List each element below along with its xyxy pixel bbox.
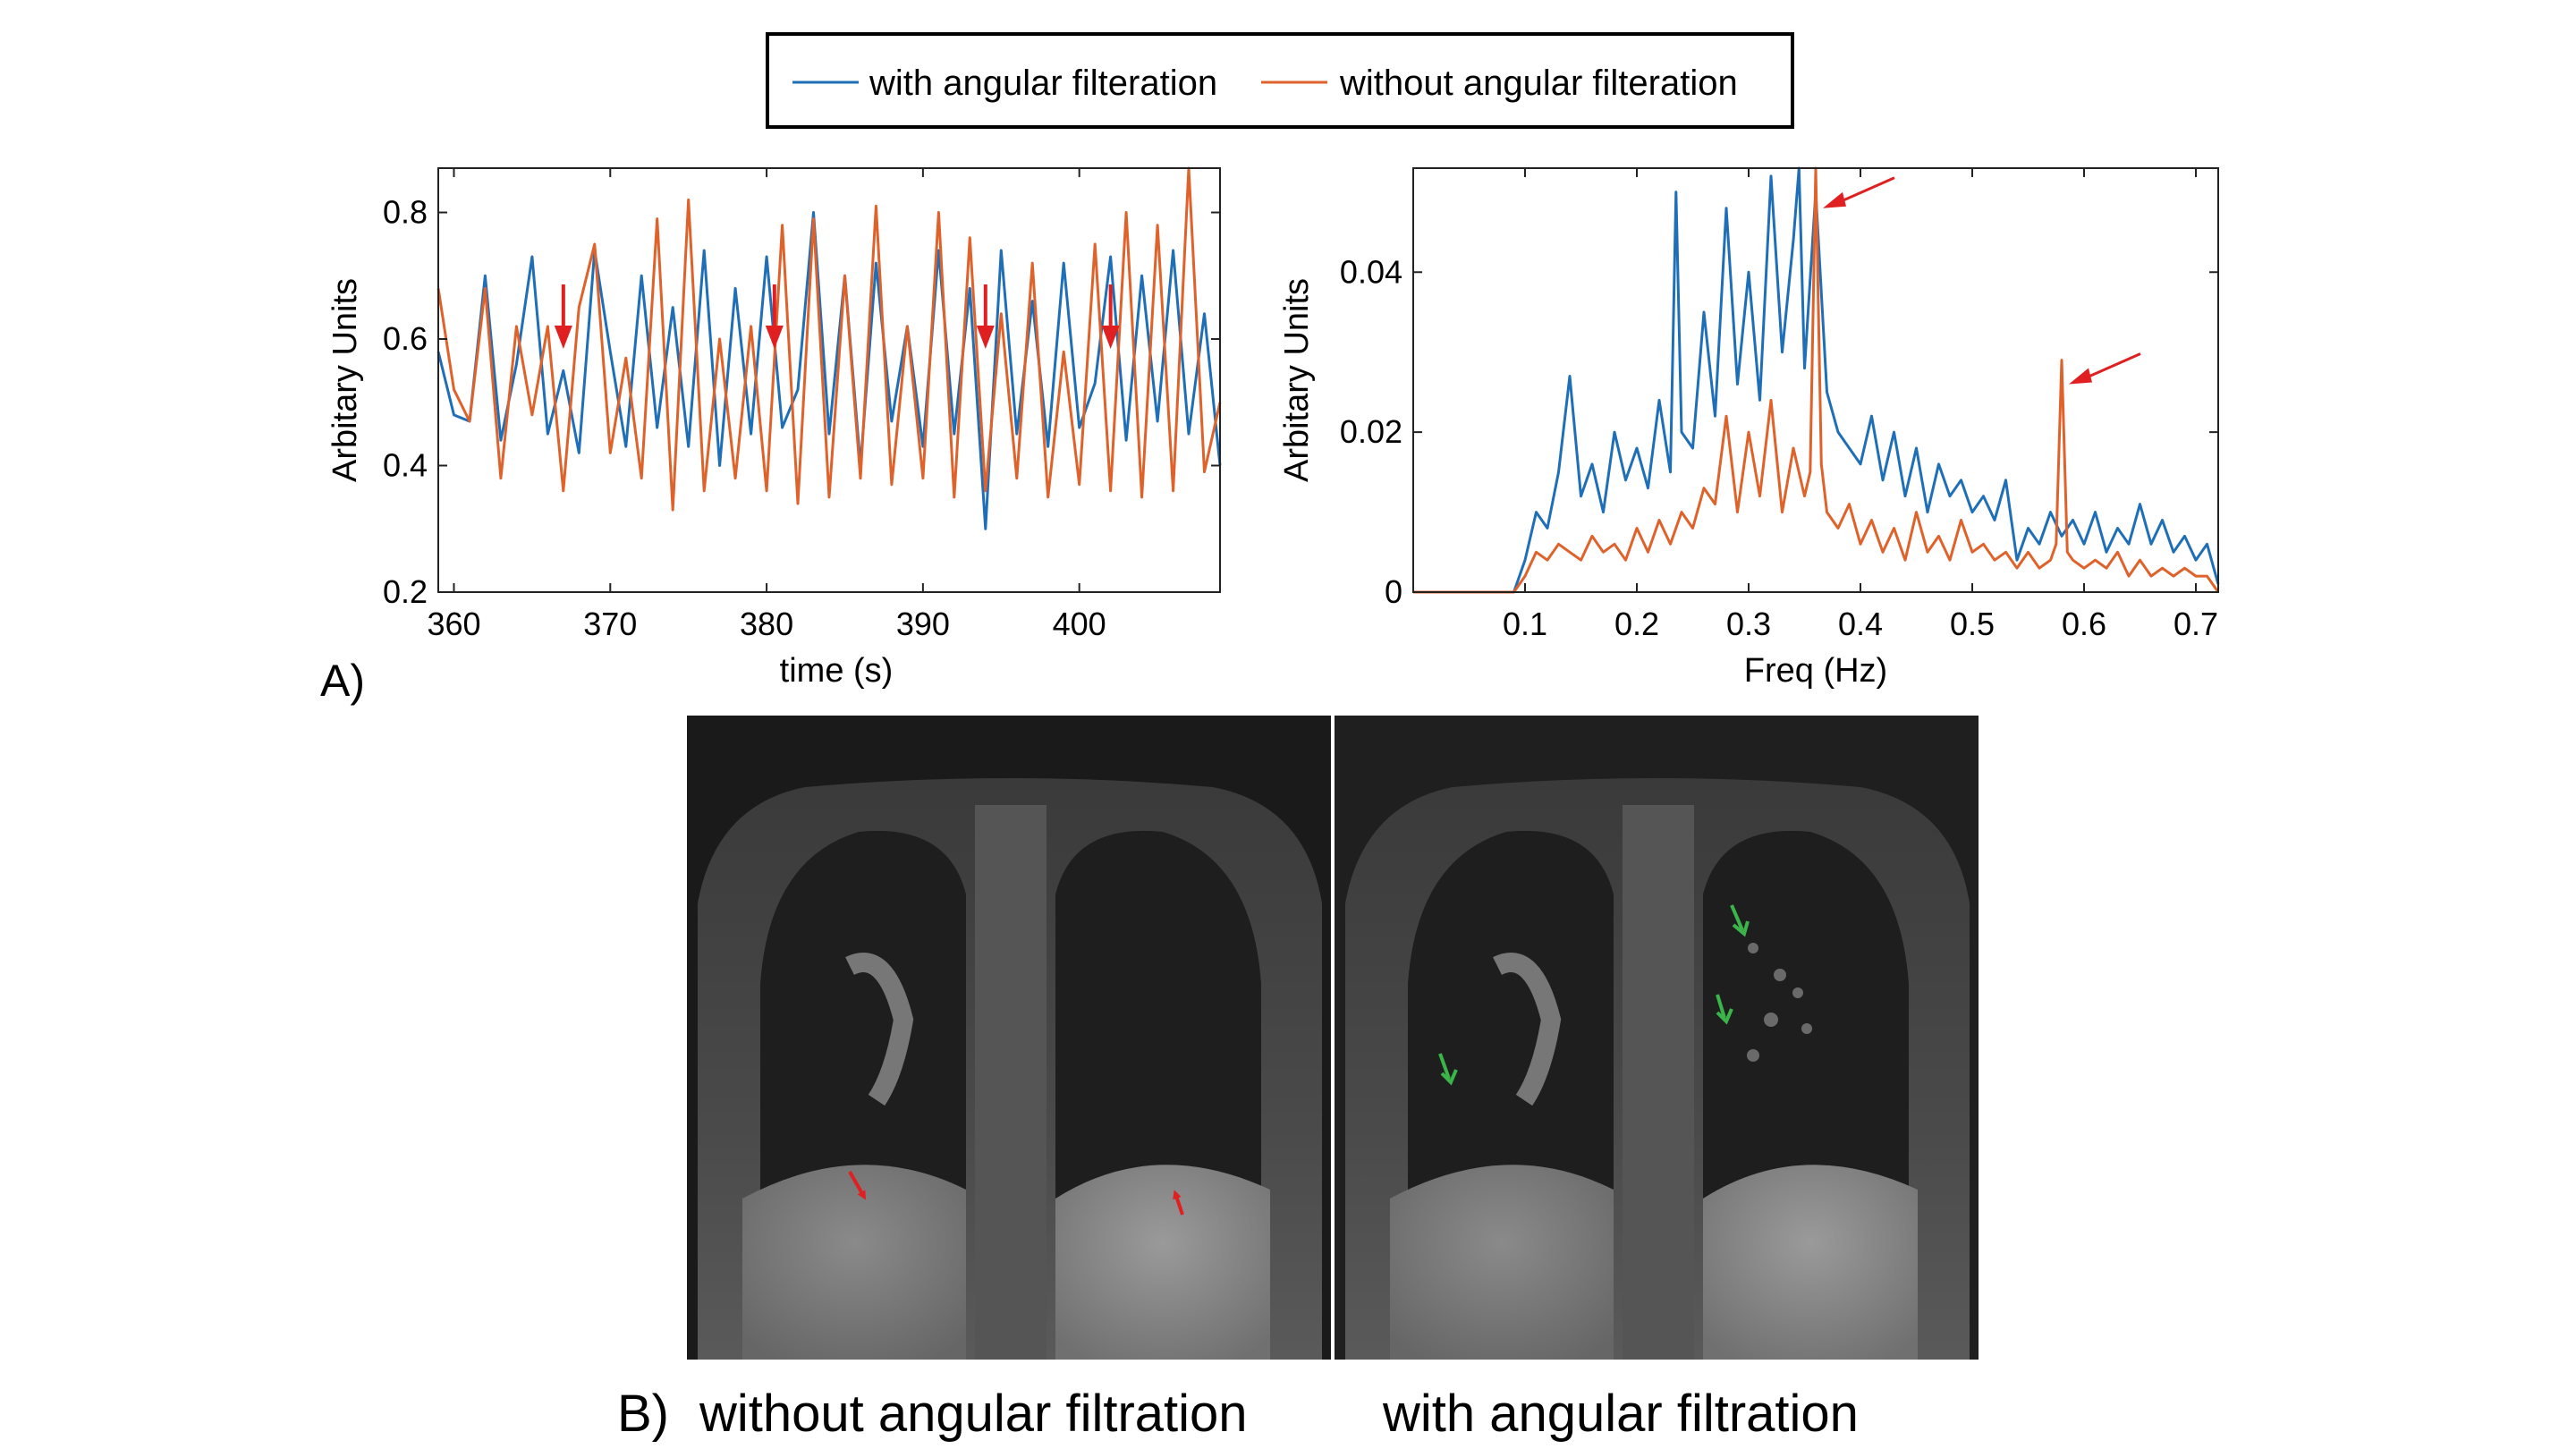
panel-a-label: A) <box>320 656 365 706</box>
time-chart-xtick-label: 370 <box>583 606 637 642</box>
time-chart-ylabel: Arbitary Units <box>326 278 364 482</box>
lung-right <box>760 830 966 1360</box>
freq-chart-ylabel: Arbitary Units <box>1278 278 1316 482</box>
red-arrowhead-icon <box>2069 368 2092 385</box>
freq-chart-series-without <box>1413 166 2220 594</box>
liver <box>742 1165 966 1360</box>
red-arrowhead-icon <box>1101 326 1120 349</box>
time-chart-ytick-label: 0.6 <box>383 320 428 357</box>
freq-chart-xtick-label: 0.5 <box>1950 606 1995 642</box>
freq-chart-series-with <box>1413 166 2220 594</box>
time-chart-xtick-label: 390 <box>896 606 950 642</box>
green-arrow-icon <box>1716 994 1726 1019</box>
red-arrow-icon <box>1173 1190 1184 1216</box>
freq-chart-ytick-label: 0.04 <box>1340 253 1402 290</box>
freq-chart-xtick-label: 0.4 <box>1838 606 1883 642</box>
mri-right-image <box>1335 716 1979 1360</box>
freq-chart-ytick-label: 0.02 <box>1340 413 1402 450</box>
freq-chart-xtick-label: 0.3 <box>1726 606 1771 642</box>
freq-chart-frame <box>1412 167 2219 593</box>
spine <box>975 805 1046 1360</box>
time-chart-xtick-label: 400 <box>1053 606 1106 642</box>
red-arrowhead-icon <box>1823 191 1846 208</box>
time-chart-xlabel: time (s) <box>780 652 894 690</box>
frequency-chart: 0.1 0.2 0.3 0.4 0.5 0.6 0.7 0 0.02 0.04 Freq (Hz)… <box>1278 166 2220 690</box>
red-arrow-icon <box>848 1171 866 1200</box>
time-chart-series-without <box>436 166 1222 512</box>
legend-label-with: with angular filteration <box>869 64 1217 103</box>
freq-chart-xtick-label: 0.7 <box>2174 606 2218 642</box>
freq-chart-xtick-label: 0.1 <box>1503 606 1547 642</box>
green-arrow-icon <box>1438 1053 1451 1080</box>
time-chart-frame <box>437 167 1221 593</box>
legend-label-without: without angular filteration <box>1339 64 1738 103</box>
legend: with angular filteration without angular… <box>766 32 1794 129</box>
time-chart-ytick-label: 0.4 <box>383 447 428 484</box>
freq-chart-ytick-label: 0 <box>1385 573 1402 610</box>
lung-left <box>1055 830 1261 1199</box>
freq-chart-xtick-label: 0.2 <box>1614 606 1659 642</box>
time-chart-xtick-label: 360 <box>427 606 480 642</box>
stomach <box>1055 1165 1270 1360</box>
freq-chart-xtick-label: 0.6 <box>2062 606 2106 642</box>
red-arrowhead-icon <box>976 326 995 349</box>
time-chart-ytick-label: 0.2 <box>383 573 428 610</box>
green-arrow-icon <box>1730 904 1744 931</box>
time-series-chart: 360 370 380 390 400 0.2 0.4 0.6 0.8 time (s) Arb… <box>326 166 1222 690</box>
red-arrowhead-icon <box>765 326 784 349</box>
legend-box <box>766 32 1794 129</box>
time-chart-ytick-label: 0.8 <box>383 194 428 231</box>
time-chart-xtick-label: 380 <box>740 606 793 642</box>
time-chart-series-with <box>436 211 1222 530</box>
red-arrowhead-icon <box>554 326 572 349</box>
panel-b-label: B) <box>617 1385 669 1443</box>
freq-chart-xlabel: Freq (Hz) <box>1744 652 1887 690</box>
caption-right: with angular filtration <box>1382 1385 1859 1443</box>
caption-left: without angular filtration <box>699 1385 1248 1443</box>
mri-left-image <box>687 716 1331 1360</box>
